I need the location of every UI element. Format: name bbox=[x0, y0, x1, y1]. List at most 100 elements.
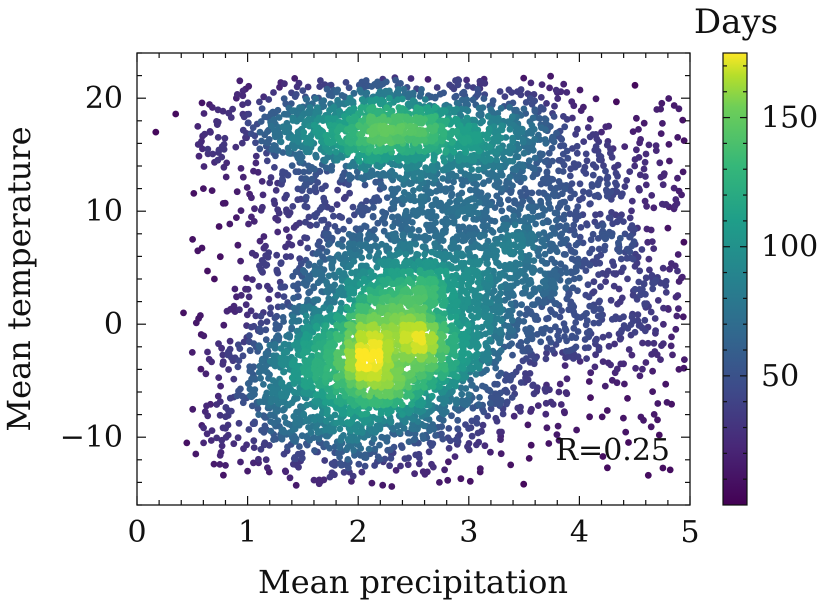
scatter-point bbox=[235, 419, 243, 427]
scatter-point bbox=[447, 184, 455, 192]
scatter-point bbox=[277, 259, 285, 266]
scatter-point bbox=[570, 345, 578, 352]
scatter-point bbox=[461, 400, 468, 408]
scatter-point bbox=[400, 189, 408, 196]
scatter-point bbox=[458, 176, 465, 184]
scatter-point bbox=[345, 464, 352, 472]
scatter-point bbox=[479, 382, 486, 390]
scatter-point bbox=[386, 94, 393, 102]
scatter-point bbox=[590, 319, 598, 327]
scatter-point bbox=[273, 251, 281, 259]
scatter-point bbox=[519, 347, 527, 355]
scatter-point bbox=[555, 388, 563, 396]
scatter-point bbox=[555, 178, 563, 185]
scatter-point bbox=[643, 202, 650, 210]
scatter-point bbox=[305, 262, 312, 269]
scatter-point bbox=[563, 390, 571, 398]
scatter-point bbox=[595, 346, 603, 354]
scatter-point bbox=[410, 187, 417, 194]
scatter-point bbox=[520, 318, 528, 325]
scatter-point bbox=[454, 416, 462, 424]
scatter-point bbox=[672, 196, 680, 203]
scatter-point bbox=[490, 245, 497, 253]
scatter-point bbox=[554, 95, 562, 102]
scatter-point bbox=[642, 290, 649, 298]
scatter-point bbox=[640, 416, 647, 424]
scatter-point bbox=[262, 262, 270, 269]
scatter-point bbox=[409, 193, 417, 200]
scatter-point bbox=[454, 425, 462, 433]
scatter-point bbox=[491, 181, 499, 189]
scatter-point bbox=[633, 114, 640, 122]
scatter-point bbox=[274, 128, 282, 136]
scatter-point bbox=[555, 437, 563, 444]
scatter-point bbox=[292, 91, 300, 98]
scatter-point bbox=[388, 483, 396, 490]
scatter-point bbox=[619, 264, 627, 272]
scatter-point bbox=[592, 95, 600, 103]
scatter-point bbox=[662, 289, 670, 296]
scatter-point bbox=[596, 156, 603, 164]
scatter-point bbox=[245, 220, 252, 228]
scatter-point bbox=[273, 312, 281, 320]
scatter-point bbox=[263, 157, 271, 165]
scatter-point bbox=[444, 476, 452, 484]
scatter-point bbox=[592, 143, 600, 150]
scatter-point bbox=[219, 107, 227, 115]
scatter-point bbox=[362, 77, 370, 84]
scatter-point bbox=[598, 128, 605, 136]
scatter-point bbox=[264, 139, 272, 147]
scatter-point bbox=[281, 80, 288, 88]
scatter-point bbox=[382, 154, 390, 162]
scatter-point bbox=[235, 357, 243, 364]
scatter-point bbox=[594, 312, 602, 320]
scatter-point bbox=[248, 194, 255, 202]
scatter-point bbox=[340, 469, 348, 476]
scatter-point bbox=[296, 443, 303, 450]
scatter-point bbox=[272, 152, 279, 160]
scatter-point bbox=[321, 324, 329, 332]
scatter-point bbox=[468, 432, 476, 440]
scatter-point bbox=[414, 210, 422, 217]
scatter-point bbox=[466, 477, 474, 485]
scatter-point bbox=[546, 84, 553, 92]
scatter-point bbox=[346, 410, 354, 418]
scatter-point bbox=[262, 456, 270, 464]
scatter-point bbox=[299, 87, 307, 94]
scatter-point bbox=[503, 398, 511, 406]
scatter-point bbox=[503, 388, 511, 396]
scatter-point bbox=[459, 181, 466, 189]
scatter-point bbox=[659, 181, 667, 189]
scatter-point bbox=[246, 392, 254, 399]
scatter-point bbox=[302, 334, 309, 342]
scatter-point bbox=[649, 388, 656, 395]
scatter-point bbox=[457, 475, 465, 483]
scatter-point bbox=[256, 145, 264, 153]
scatter-point bbox=[443, 271, 450, 279]
scatter-point bbox=[476, 394, 483, 401]
scatter-point bbox=[237, 165, 245, 172]
scatter-point bbox=[280, 293, 288, 300]
scatter-point bbox=[466, 186, 474, 194]
scatter-point bbox=[570, 160, 578, 167]
scatter-point bbox=[451, 93, 459, 101]
scatter-point bbox=[448, 293, 456, 301]
scatter-point bbox=[599, 221, 607, 229]
scatter-point bbox=[631, 285, 639, 293]
scatter-point bbox=[458, 96, 466, 104]
scatter-point bbox=[450, 178, 457, 186]
scatter-point bbox=[518, 125, 526, 133]
scatter-point bbox=[260, 233, 268, 240]
scatter-point bbox=[345, 217, 353, 225]
scatter-point bbox=[239, 92, 247, 100]
scatter-point bbox=[255, 455, 262, 463]
scatter-point bbox=[545, 179, 553, 186]
scatter-point bbox=[528, 405, 535, 413]
scatter-point bbox=[557, 135, 565, 142]
scatter-point bbox=[680, 238, 688, 246]
scatter-point bbox=[470, 314, 478, 322]
scatter-point bbox=[307, 137, 315, 145]
scatter-point bbox=[405, 454, 412, 462]
scatter-point bbox=[569, 284, 577, 292]
scatter-point bbox=[317, 126, 324, 134]
